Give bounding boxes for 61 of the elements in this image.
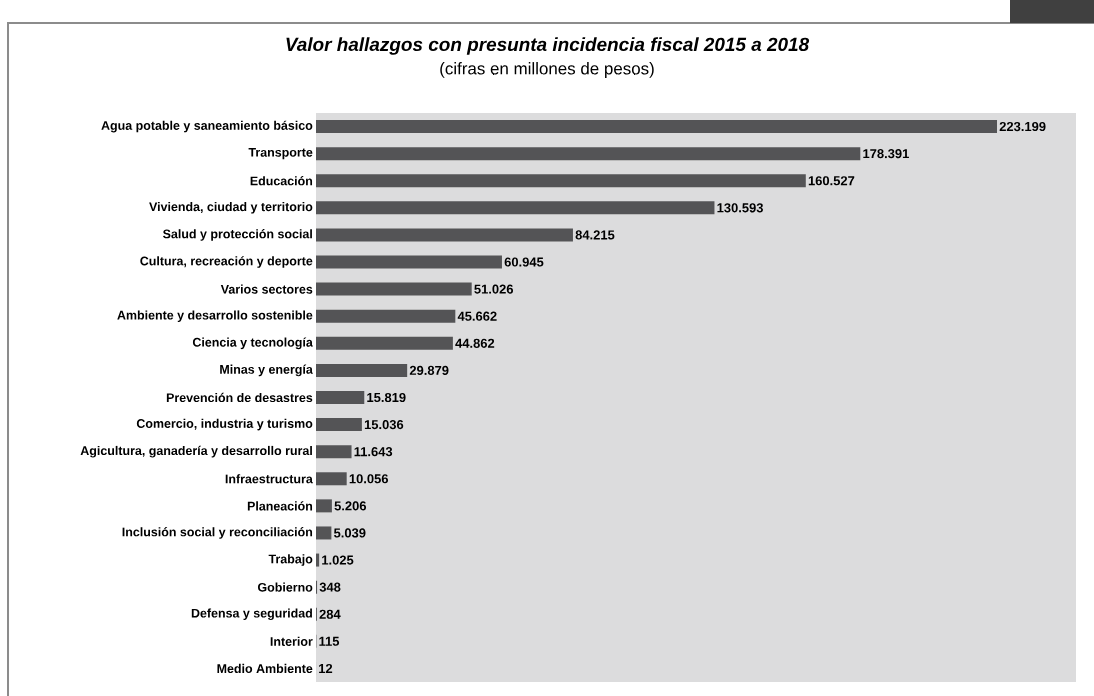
bar [316, 147, 861, 161]
bar [316, 336, 453, 350]
data-label: 348 [319, 582, 341, 592]
data-label: 45.662 [457, 311, 497, 321]
bar [316, 255, 502, 269]
y-tick-label: Medio Ambiente [217, 663, 313, 674]
y-tick-label: Educación [250, 176, 313, 186]
bar [316, 282, 472, 296]
y-tick-label: Planeación [247, 501, 313, 511]
data-label: 5.039 [333, 528, 366, 538]
bar [316, 363, 408, 377]
data-label: 115 [319, 636, 340, 646]
chart-title: Valor hallazgos con presunta incidencia fiscal 2015 a 2018 [286, 37, 810, 55]
data-label: 223.199 [999, 121, 1046, 132]
y-tick-label: Vivienda, ciudad y territorio [149, 202, 313, 214]
data-label: 51.026 [474, 284, 514, 294]
bar [316, 228, 573, 242]
bar [316, 201, 715, 215]
data-label: 15.819 [367, 392, 406, 403]
y-tick-label: Varios sectores [220, 284, 313, 294]
y-tick-label: Infraestructura [225, 474, 313, 484]
y-tick-label: Cultura, recreación y deporte [140, 256, 313, 268]
bar [316, 445, 352, 459]
y-tick-label: Ambiente y desarrollo sostenible [117, 310, 313, 322]
bar [316, 418, 362, 432]
y-tick-label: Transporte [248, 148, 313, 160]
y-tick-label: Gobierno [257, 582, 313, 592]
bar [316, 526, 332, 540]
bar [316, 499, 332, 513]
y-tick-label: Interior [270, 636, 313, 646]
y-tick-label: Prevención de desastres [166, 392, 313, 403]
bar [316, 553, 320, 567]
y-tick-label: Comercio, industria y turismo [136, 418, 313, 431]
data-label: 130.593 [717, 203, 763, 213]
bar [316, 309, 456, 323]
data-label: 84.215 [575, 230, 615, 240]
y-tick-label: Minas y energía [220, 364, 313, 377]
data-label: 60.945 [504, 257, 544, 267]
data-label: 11.643 [354, 447, 393, 457]
data-label: 12 [319, 663, 333, 673]
data-label: 5.206 [334, 501, 367, 511]
data-label: 15.036 [364, 419, 404, 430]
bar [316, 472, 347, 486]
y-tick-label: Defensa y seguridad [191, 608, 312, 621]
bar [316, 174, 806, 188]
data-label: 10.056 [349, 474, 389, 484]
y-tick-label: Inclusión social y reconciliación [122, 527, 313, 539]
data-label: 29.879 [409, 365, 449, 375]
data-label: 1.025 [322, 555, 354, 565]
bar [316, 390, 365, 404]
data-label: 160.527 [808, 176, 855, 186]
chart-subtitle: (cifras en millones de pesos) [440, 62, 654, 78]
y-tick-label: Agicultura, ganadería y desarrollo rural [80, 445, 312, 458]
bar [316, 120, 998, 134]
y-tick-label: Agua potable y saneamiento básico [101, 120, 313, 133]
y-tick-label: Ciencia y tecnología [192, 337, 313, 350]
y-tick-label: Trabajo [268, 554, 313, 566]
data-label: 44.862 [455, 338, 495, 348]
data-label: 178.391 [863, 149, 909, 159]
y-tick-label: Salud y protección social [162, 229, 312, 241]
data-label: 284 [319, 609, 341, 619]
